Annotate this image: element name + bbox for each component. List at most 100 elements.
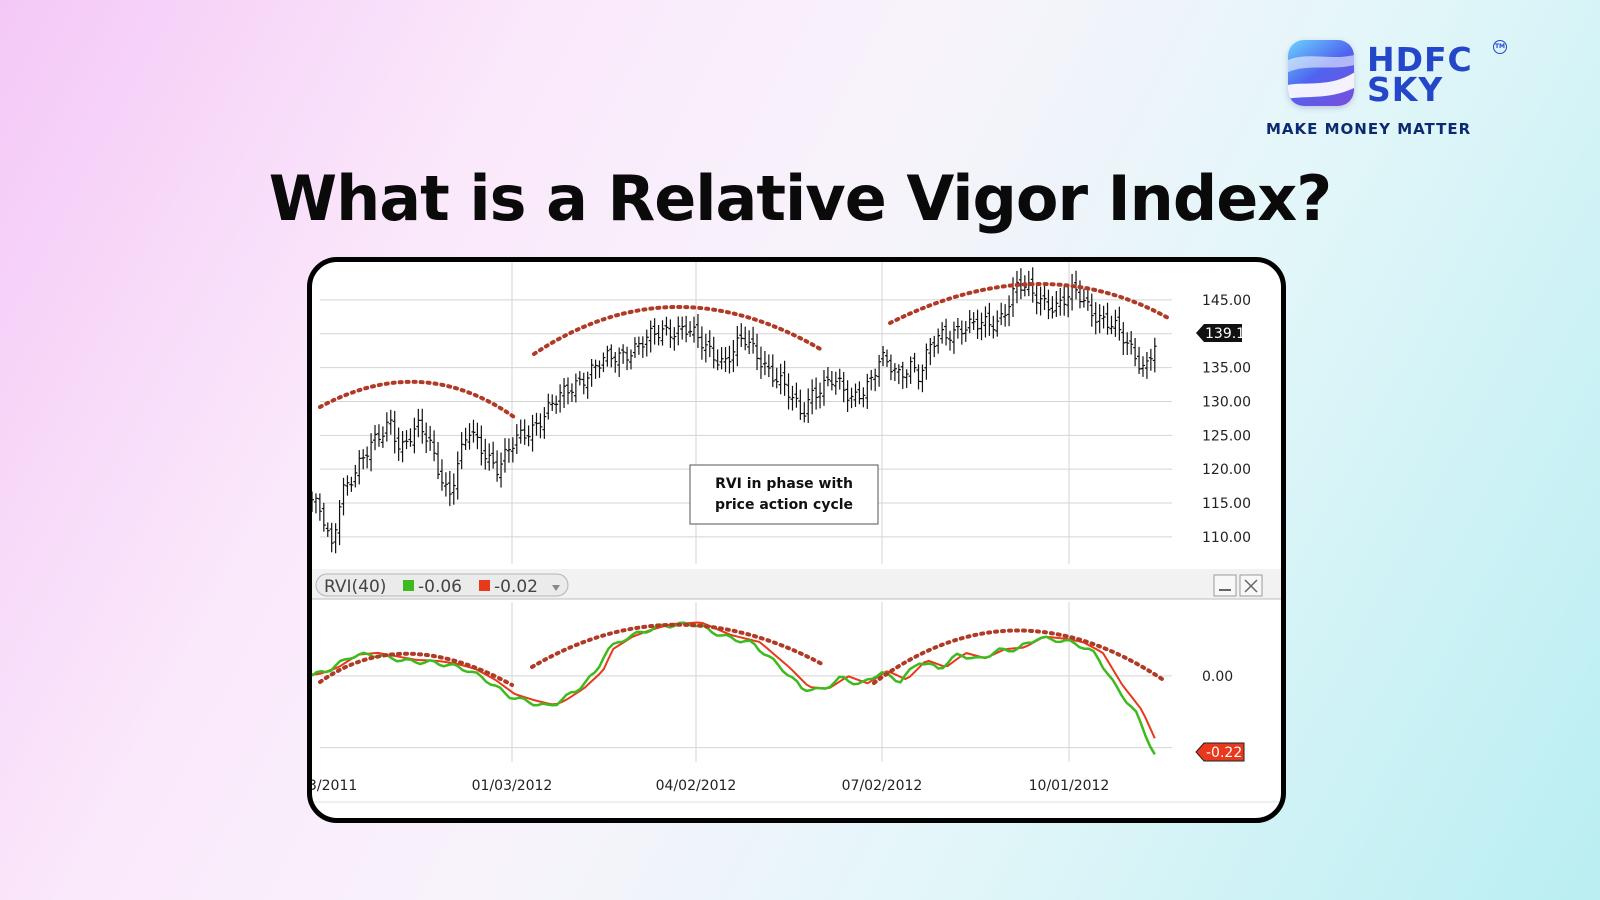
price-bar (412, 417, 417, 454)
price-bar (353, 464, 358, 488)
price-bar (325, 522, 330, 537)
price-bar (593, 359, 598, 379)
price-bar (762, 351, 767, 376)
indicator-cycle-arc (872, 628, 1164, 685)
price-bar (707, 330, 712, 358)
x-axis-date-label: 3/2011 (312, 778, 357, 794)
chevron-down-icon[interactable] (552, 585, 560, 591)
price-y-tick-label: 110.00 (1202, 530, 1251, 546)
price-cycle-arc (318, 379, 516, 419)
price-bar (652, 318, 657, 345)
x-axis-date-label: 01/03/2012 (472, 778, 553, 794)
price-bar (1129, 331, 1134, 355)
price-bar (506, 438, 511, 463)
price-bar (967, 309, 972, 334)
price-bar (625, 346, 630, 371)
price-bar (676, 316, 681, 346)
price-bar (317, 493, 322, 521)
price-bar (999, 302, 1004, 326)
close-icon (1244, 579, 1258, 593)
price-bar (695, 314, 700, 348)
price-bar (892, 363, 897, 382)
price-bar (388, 409, 393, 435)
price-bar (727, 345, 732, 374)
price-bar (621, 344, 626, 364)
price-bar (632, 337, 637, 358)
indicator-y-tick-label: 0.00 (1202, 669, 1233, 685)
price-bar (1089, 293, 1094, 327)
price-bar (1011, 277, 1016, 317)
price-bar (396, 427, 401, 461)
price-bar (455, 451, 460, 500)
price-bar (420, 408, 425, 444)
price-bar (731, 339, 736, 373)
price-bar (577, 371, 582, 386)
indicator-legend-pill[interactable] (315, 573, 569, 597)
price-bar (640, 336, 645, 358)
price-bar (841, 371, 846, 403)
price-bar (475, 422, 480, 450)
price-bar (818, 382, 823, 409)
price-bar (479, 425, 484, 466)
indicator-lines-layer (312, 621, 1156, 755)
brand-tagline: MAKE MONEY MATTER (1266, 120, 1472, 138)
price-bar (451, 473, 456, 505)
price-bar (668, 319, 673, 348)
price-bar (888, 354, 893, 381)
price-bar (613, 352, 618, 373)
price-bar (778, 363, 783, 395)
price-bar (774, 367, 779, 389)
minimize-panel-button[interactable] (1213, 574, 1237, 597)
price-bar (333, 523, 338, 554)
trademark-mark: TM (1493, 40, 1507, 54)
price-bar (829, 370, 834, 391)
price-bar (569, 383, 574, 402)
price-bar (636, 336, 641, 355)
annotation-line-2: price action cycle (715, 497, 853, 513)
price-bar (1081, 288, 1086, 308)
price-bar (743, 326, 748, 351)
price-bar (810, 379, 815, 415)
price-bar (447, 470, 452, 507)
price-bar (920, 364, 925, 393)
last-indicator-flag (1195, 742, 1245, 762)
price-bar (558, 384, 563, 413)
price-bar (499, 452, 504, 488)
price-bar (550, 394, 555, 411)
annotation-box (689, 464, 879, 525)
price-y-tick-label: 115.00 (1202, 496, 1251, 512)
price-bar (365, 446, 370, 469)
price-bar (896, 364, 901, 385)
price-bar (1077, 280, 1082, 309)
price-bar (987, 302, 992, 336)
price-bar (392, 410, 397, 454)
close-panel-button[interactable] (1239, 574, 1263, 597)
price-bar (384, 412, 389, 442)
price-bar (786, 373, 791, 410)
price-bar (514, 424, 519, 454)
price-bar (597, 360, 602, 378)
indicator-name: RVI(40) (324, 577, 386, 597)
price-bar (699, 326, 704, 360)
price-bar (471, 419, 476, 443)
price-cycle-arc (532, 305, 824, 356)
price-bar (719, 347, 724, 370)
price-bar (1109, 315, 1114, 335)
price-bar (345, 475, 350, 496)
price-bar (853, 383, 858, 407)
brand-logo: HDFC SKY TM MAKE MONEY MATTER (1266, 40, 1508, 140)
price-bar (924, 343, 929, 380)
price-bar (1034, 283, 1039, 315)
price-bar (554, 395, 559, 414)
price-bar (806, 388, 811, 423)
price-bar (912, 352, 917, 373)
price-bar (869, 369, 874, 391)
price-bar (755, 333, 760, 371)
price-bar (1101, 305, 1106, 329)
price-bar (522, 419, 527, 445)
price-bar (1133, 337, 1138, 367)
price-bar (884, 349, 889, 367)
price-bar (739, 323, 744, 348)
price-bar (692, 316, 697, 343)
price-bar (443, 472, 448, 497)
